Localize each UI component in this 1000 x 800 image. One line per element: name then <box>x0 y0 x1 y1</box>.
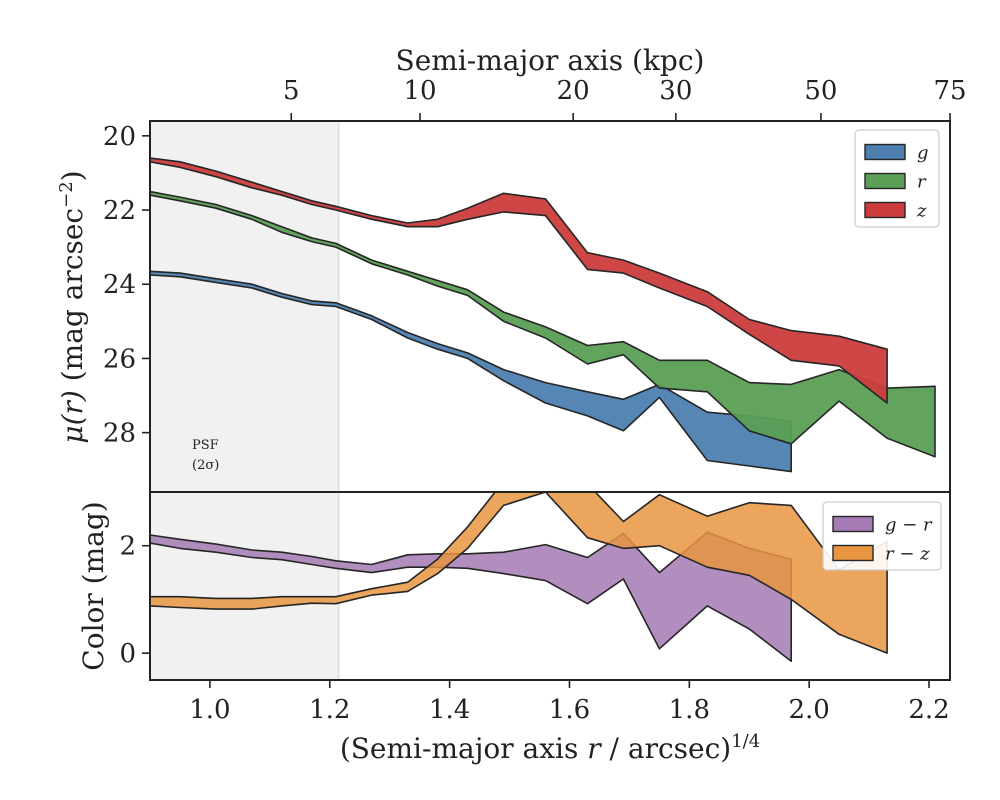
top-y-tick-label: 26 <box>103 344 136 374</box>
color-axis-title: Color (mag) <box>77 501 110 670</box>
x-axis-title-exp: 1/4 <box>731 731 760 752</box>
x-tick-label: 1.4 <box>429 695 470 725</box>
top-y-tick-label: 20 <box>103 122 136 152</box>
top-y-tick-label: 24 <box>103 270 136 300</box>
legend-swatch <box>864 143 906 161</box>
kpc-tick-label: 20 <box>557 76 590 106</box>
x-tick-label: 2.0 <box>788 695 829 725</box>
psf-region-shade-bottom <box>150 492 339 680</box>
x-axis-title-part1: (Semi-major axis <box>340 732 587 765</box>
legend-swatch <box>832 515 874 533</box>
psf-region-shade <box>150 121 339 492</box>
x-tick-label: 1.8 <box>669 695 710 725</box>
band-top-1 <box>150 190 936 458</box>
legend-label: r <box>917 172 927 193</box>
surface-brightness-axis-title: μ(r) (mag arcsec−2) <box>56 170 89 443</box>
mu-symbol: μ(r) <box>56 390 89 443</box>
color-bands <box>150 492 888 662</box>
color-y-tick-label: 0 <box>119 639 136 669</box>
color-legend: g − r r − z <box>822 501 942 571</box>
x-axis-title: (Semi-major axis r / arcsec)1/4 <box>340 731 760 765</box>
kpc-axis-ticks: 51020305075100 <box>283 76 967 121</box>
psf-label-line2: (2σ) <box>192 458 219 473</box>
top-y-tick-label: 22 <box>103 196 136 226</box>
x-axis-title-part2: / arcsec) <box>601 732 732 765</box>
x-tick-label: 1.2 <box>309 695 350 725</box>
legend-swatch <box>864 201 906 219</box>
top-y-tick-label: 28 <box>103 419 136 449</box>
mu-units: (mag arcsec <box>56 208 89 390</box>
top-panel-y-ticks: 20 22 24 26 28 <box>103 122 150 449</box>
kpc-tick-label: 50 <box>804 76 837 106</box>
psf-label-line1: PSF <box>192 438 219 453</box>
legend-swatch <box>832 544 874 562</box>
top-legend: grz <box>854 129 940 228</box>
band-bot-1 <box>150 492 888 654</box>
x-axis-title-r: r <box>587 732 602 765</box>
x-tick-label: 1.6 <box>549 695 590 725</box>
legend-label: g − r <box>885 515 933 536</box>
kpc-tick-label: 10 <box>403 76 436 106</box>
legend-label: z <box>916 201 927 222</box>
mu-units-exp: −2 <box>56 181 77 208</box>
x-tick-label: 1.0 <box>189 695 230 725</box>
color-y-ticks: 02 <box>119 532 150 669</box>
kpc-axis-title: Semi-major axis (kpc) <box>396 44 705 77</box>
surface-brightness-bands <box>150 157 936 473</box>
kpc-tick-label: 5 <box>283 76 300 106</box>
band-bot-0 <box>150 531 792 662</box>
band-top-2 <box>150 157 888 404</box>
kpc-tick-label: 30 <box>659 76 692 106</box>
bottom-panel-frame <box>149 491 951 681</box>
color-panel: 02 1.0 1.2 1.4 1.6 1.8 2.0 2.2 g − rr − z Colo… <box>77 491 951 765</box>
mu-units-close: ) <box>56 170 89 181</box>
band-top-0 <box>150 270 792 473</box>
legend-swatch <box>864 172 906 190</box>
kpc-tick-label: 75 <box>934 76 967 106</box>
x-tick-label: 2.2 <box>908 695 949 725</box>
x-axis-ticks: 1.0 1.2 1.4 1.6 1.8 2.0 2.2 <box>189 680 950 725</box>
color-y-tick-label: 2 <box>119 532 136 562</box>
legend-label: g <box>917 143 929 164</box>
legend-label: r − z <box>885 544 930 565</box>
